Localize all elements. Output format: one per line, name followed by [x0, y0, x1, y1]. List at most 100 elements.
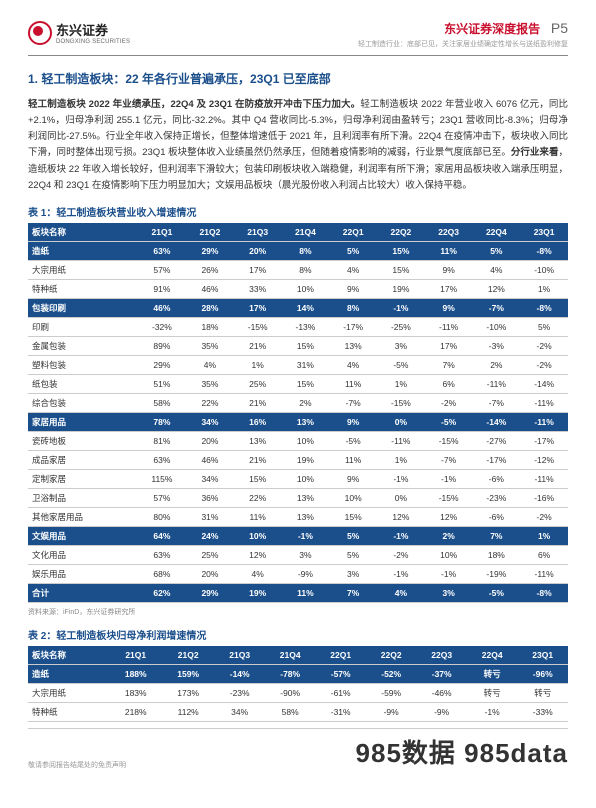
- cell: 2%: [425, 526, 473, 545]
- cell: 转亏: [467, 683, 518, 702]
- col-header: 22Q1: [315, 646, 366, 665]
- cell: 1%: [520, 279, 568, 298]
- cell: -11%: [520, 393, 568, 412]
- cell: 63%: [138, 241, 186, 260]
- cell: -8%: [520, 298, 568, 317]
- cell: 4%: [329, 355, 377, 374]
- cell: -15%: [377, 393, 425, 412]
- cell: -11%: [377, 431, 425, 450]
- cell: 10%: [282, 279, 330, 298]
- cell: -15%: [425, 431, 473, 450]
- cell: 173%: [162, 683, 214, 702]
- cell: 63%: [138, 545, 186, 564]
- cell: -1%: [467, 702, 518, 721]
- cell: 4%: [377, 583, 425, 602]
- page-header: 东兴证券 DONGXING SECURITIES 东兴证券深度报告 P5 轻工制…: [28, 20, 568, 56]
- table1-caption: 表 1：轻工制造板块营业收入增速情况: [28, 204, 568, 219]
- cell: -37%: [416, 664, 467, 683]
- table-row: 包装印刷46%28%17%14%8%-1%9%-7%-8%: [28, 298, 568, 317]
- header-right: 东兴证券深度报告 P5 轻工制造行业：底部已见，关注家居业绩确定性增长与送纸盈利…: [358, 20, 568, 49]
- cell: -23%: [472, 488, 520, 507]
- cell: 8%: [329, 298, 377, 317]
- body-paragraph: 轻工制造板块 2022 年业绩承压，22Q4 及 23Q1 在防疫放开冲击下压力…: [28, 97, 568, 194]
- cell: 瓷砖地板: [28, 431, 138, 450]
- cell: 62%: [138, 583, 186, 602]
- cell: -9%: [416, 702, 467, 721]
- cell: -14%: [472, 412, 520, 431]
- cell: -10%: [472, 317, 520, 336]
- cell: -2%: [425, 393, 473, 412]
- table-row: 其他家居用品80%31%11%13%15%12%12%-6%-2%: [28, 507, 568, 526]
- cell: 15%: [282, 374, 330, 393]
- cell: 8%: [282, 260, 330, 279]
- cell: 18%: [186, 317, 234, 336]
- cell: 11%: [329, 374, 377, 393]
- footer-disclaimer: 敬请参阅报告结尾处的免责声明: [28, 760, 126, 770]
- cell: 24%: [186, 526, 234, 545]
- cell: 文娱用品: [28, 526, 138, 545]
- cell: -1%: [425, 469, 473, 488]
- cell: -5%: [329, 431, 377, 450]
- cell: 29%: [186, 241, 234, 260]
- cell: 5%: [329, 241, 377, 260]
- cell: 17%: [234, 260, 282, 279]
- logo-text-cn: 东兴证券: [56, 20, 130, 39]
- table-row: 文娱用品64%24%10%-1%5%-1%2%7%1%: [28, 526, 568, 545]
- cell: 112%: [162, 702, 214, 721]
- cell: 63%: [138, 450, 186, 469]
- cell: 6%: [425, 374, 473, 393]
- cell: 34%: [214, 702, 265, 721]
- cell: 9%: [329, 469, 377, 488]
- cell: -10%: [520, 260, 568, 279]
- cell: -11%: [520, 412, 568, 431]
- cell: 218%: [110, 702, 162, 721]
- cell: 17%: [234, 298, 282, 317]
- cell: 11%: [234, 507, 282, 526]
- cell: -25%: [377, 317, 425, 336]
- cell: 78%: [138, 412, 186, 431]
- cell: 4%: [472, 260, 520, 279]
- cell: -2%: [377, 545, 425, 564]
- cell: 12%: [425, 507, 473, 526]
- col-header: 21Q1: [138, 223, 186, 242]
- cell: 46%: [138, 298, 186, 317]
- cell: 51%: [138, 374, 186, 393]
- cell: 1%: [377, 374, 425, 393]
- cell: 大宗用纸: [28, 260, 138, 279]
- col-header: 21Q2: [162, 646, 214, 665]
- cell: -59%: [366, 683, 417, 702]
- cell: 4%: [186, 355, 234, 374]
- table-row: 塑料包装29%4%1%31%4%-5%7%2%-2%: [28, 355, 568, 374]
- cell: 13%: [329, 336, 377, 355]
- cell: 20%: [186, 431, 234, 450]
- cell: 印刷: [28, 317, 138, 336]
- cell: 10%: [282, 431, 330, 450]
- cell: 5%: [329, 545, 377, 564]
- cell: 家居用品: [28, 412, 138, 431]
- cell: -6%: [472, 507, 520, 526]
- cell: 22%: [186, 393, 234, 412]
- cell: -15%: [425, 488, 473, 507]
- col-header: 22Q2: [377, 223, 425, 242]
- table-row: 卫浴制品57%36%22%13%10%0%-15%-23%-16%: [28, 488, 568, 507]
- header-subtitle: 轻工制造行业：底部已见，关注家居业绩确定性增长与送纸盈利修复: [358, 39, 568, 49]
- table-row: 娱乐用品68%20%4%-9%3%-1%-1%-19%-11%: [28, 564, 568, 583]
- cell: 10%: [425, 545, 473, 564]
- col-header: 22Q4: [467, 646, 518, 665]
- cell: 5%: [520, 317, 568, 336]
- cell: 33%: [234, 279, 282, 298]
- cell: -1%: [377, 526, 425, 545]
- cell: 0%: [377, 412, 425, 431]
- cell: 15%: [377, 260, 425, 279]
- cell: 6%: [520, 545, 568, 564]
- cell: 81%: [138, 431, 186, 450]
- cell: -90%: [265, 683, 316, 702]
- cell: -5%: [425, 412, 473, 431]
- cell: -46%: [416, 683, 467, 702]
- cell: 64%: [138, 526, 186, 545]
- table-row: 纸包装51%35%25%15%11%1%6%-11%-14%: [28, 374, 568, 393]
- cell: -57%: [315, 664, 366, 683]
- cell: 定制家居: [28, 469, 138, 488]
- cell: 其他家居用品: [28, 507, 138, 526]
- col-header: 21Q2: [186, 223, 234, 242]
